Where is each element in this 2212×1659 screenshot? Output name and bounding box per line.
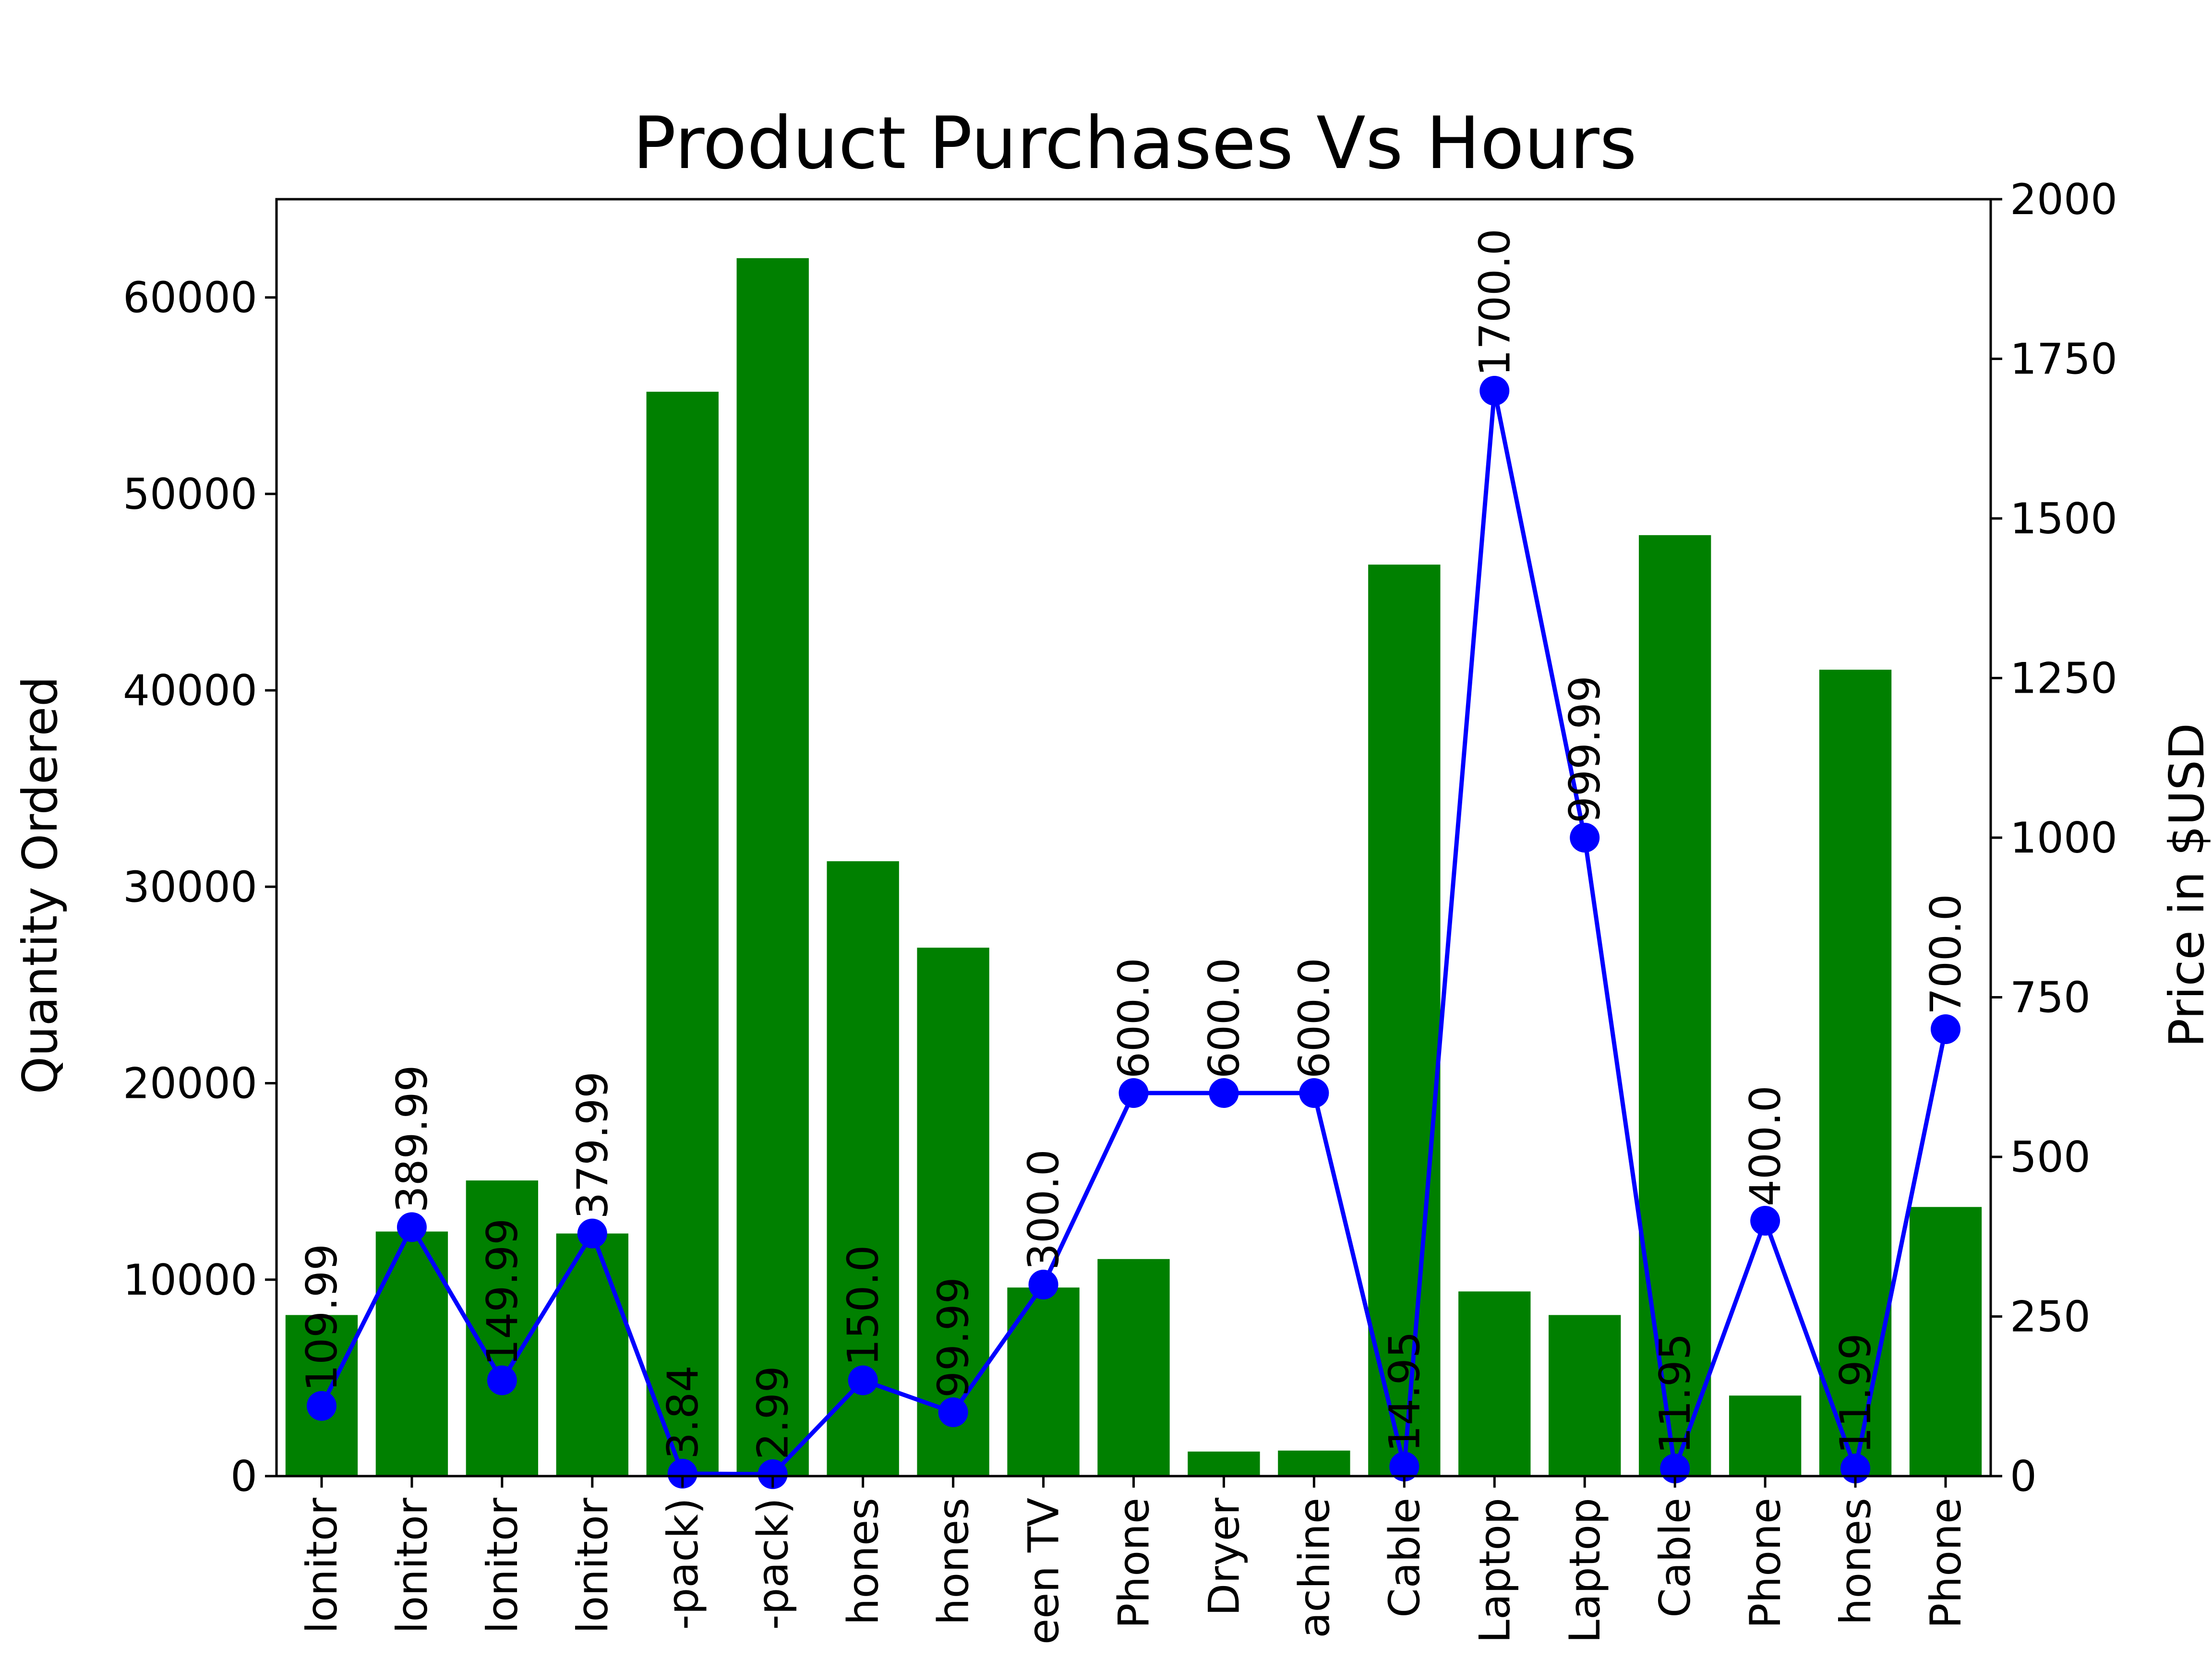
price-data-label: 99.99 xyxy=(929,1277,978,1398)
x-tick-label: -pack) xyxy=(748,1498,798,1630)
x-tick-label: Phone xyxy=(1741,1498,1790,1629)
y2-tick-label: 500 xyxy=(2010,1132,2091,1182)
x-tick-label: lonitor xyxy=(297,1497,347,1634)
tick-labels: 0 10000 20000 30000 40000 50000 60000 0 250 500 75… xyxy=(123,175,2117,1645)
price-data-label: 11.95 xyxy=(1650,1333,1700,1454)
price-data-label: 149.99 xyxy=(478,1218,527,1366)
x-tick-label: Cable xyxy=(1380,1498,1429,1618)
x-tick-label: hones xyxy=(929,1498,978,1625)
y2-tick-label: 750 xyxy=(2010,973,2091,1022)
price-point xyxy=(1118,1078,1149,1108)
bar xyxy=(736,258,809,1476)
x-tick-label: achine xyxy=(1289,1498,1339,1638)
y2-tick-label: 1500 xyxy=(2010,494,2117,543)
price-data-label: 999.99 xyxy=(1560,675,1610,823)
x-tick-label: Laptop xyxy=(1470,1498,1519,1643)
bar xyxy=(1909,1207,1982,1476)
price-point xyxy=(577,1218,607,1249)
price-data-label: 3.84 xyxy=(658,1365,708,1459)
price-point xyxy=(1299,1078,1329,1108)
price-data-label: 600.0 xyxy=(1109,958,1159,1079)
y2-tick-label: 1750 xyxy=(2010,335,2117,384)
price-point xyxy=(487,1365,517,1395)
price-point xyxy=(397,1212,427,1242)
price-data-label: 600.0 xyxy=(1289,958,1339,1079)
price-data-label: 14.95 xyxy=(1380,1331,1429,1452)
price-data-label: 600.0 xyxy=(1199,958,1249,1079)
bar xyxy=(1278,1450,1350,1476)
y-tick-label: 0 xyxy=(230,1452,257,1501)
bar xyxy=(917,948,989,1476)
y2-axis-label: Price in $USD xyxy=(2159,723,2212,1047)
y2-tick-label: 2000 xyxy=(2010,175,2117,224)
bar xyxy=(1729,1395,1802,1476)
price-point xyxy=(1389,1452,1419,1482)
y2-tick-label: 1250 xyxy=(2010,654,2117,703)
price-point xyxy=(1750,1206,1780,1236)
bar xyxy=(1549,1315,1621,1476)
y-tick-label: 60000 xyxy=(123,273,257,323)
x-tick-label: Phone xyxy=(1109,1498,1159,1629)
bar xyxy=(1188,1451,1260,1476)
x-tick-label: Laptop xyxy=(1560,1498,1610,1643)
x-tick-label: Dryer xyxy=(1199,1497,1249,1616)
y-tick-label: 10000 xyxy=(123,1255,257,1305)
y-tick-label: 20000 xyxy=(123,1059,257,1108)
x-tick-label: hones xyxy=(839,1498,888,1625)
price-data-label: 379.99 xyxy=(568,1071,617,1219)
price-point xyxy=(938,1397,968,1428)
price-data-label: 150.0 xyxy=(839,1245,888,1366)
y-tick-label: 50000 xyxy=(123,469,257,519)
y2-tick-label: 250 xyxy=(2010,1292,2091,1342)
price-data-label: 400.0 xyxy=(1741,1085,1790,1206)
bar xyxy=(646,392,719,1476)
price-data-label: 700.0 xyxy=(1921,894,1971,1015)
bar xyxy=(466,1180,539,1476)
x-tick-label: Cable xyxy=(1650,1498,1700,1618)
chart-title: Product Purchases Vs Hours xyxy=(633,102,1637,185)
price-point xyxy=(306,1391,337,1421)
x-tick-label: lonitor xyxy=(387,1497,437,1634)
x-tick-label: lonitor xyxy=(478,1497,527,1634)
bar xyxy=(1458,1291,1531,1476)
axes xyxy=(265,198,2002,1488)
price-point xyxy=(1570,823,1600,853)
bar xyxy=(1368,565,1441,1476)
bar xyxy=(1639,535,1711,1476)
x-tick-label: -pack) xyxy=(658,1498,708,1630)
y2-tick-label: 1000 xyxy=(2010,813,2117,863)
bar xyxy=(1097,1259,1170,1476)
bar xyxy=(556,1233,628,1476)
price-point xyxy=(848,1365,878,1395)
y-axis-label: Quantity Ordered xyxy=(12,676,68,1094)
price-point xyxy=(1209,1078,1239,1108)
y-tick-label: 30000 xyxy=(123,862,257,912)
y-tick-label: 40000 xyxy=(123,666,257,715)
price-point xyxy=(1028,1270,1058,1299)
price-data-label: 300.0 xyxy=(1019,1149,1069,1270)
y2-tick-label: 0 xyxy=(2010,1452,2037,1501)
price-data-label: 1700.0 xyxy=(1470,228,1519,376)
price-line-series: 109.99 389.99 149.99 379.99 3.84 2.99 150.0 99.… xyxy=(297,228,1971,1490)
price-data-label: 2.99 xyxy=(748,1366,798,1460)
x-tick-label: hones xyxy=(1831,1498,1880,1625)
price-point xyxy=(757,1459,788,1490)
price-data-label: 389.99 xyxy=(387,1065,437,1213)
price-point xyxy=(667,1458,697,1489)
bar-series xyxy=(285,258,1982,1476)
x-tick-label: een TV xyxy=(1019,1498,1069,1645)
price-point xyxy=(1931,1014,1961,1044)
bar xyxy=(1007,1287,1080,1476)
price-point xyxy=(1479,376,1510,406)
x-tick-label: Phone xyxy=(1921,1498,1971,1629)
price-data-label: 109.99 xyxy=(297,1244,347,1392)
x-tick-label: lonitor xyxy=(568,1497,617,1634)
price-data-label: 11.99 xyxy=(1831,1333,1880,1454)
